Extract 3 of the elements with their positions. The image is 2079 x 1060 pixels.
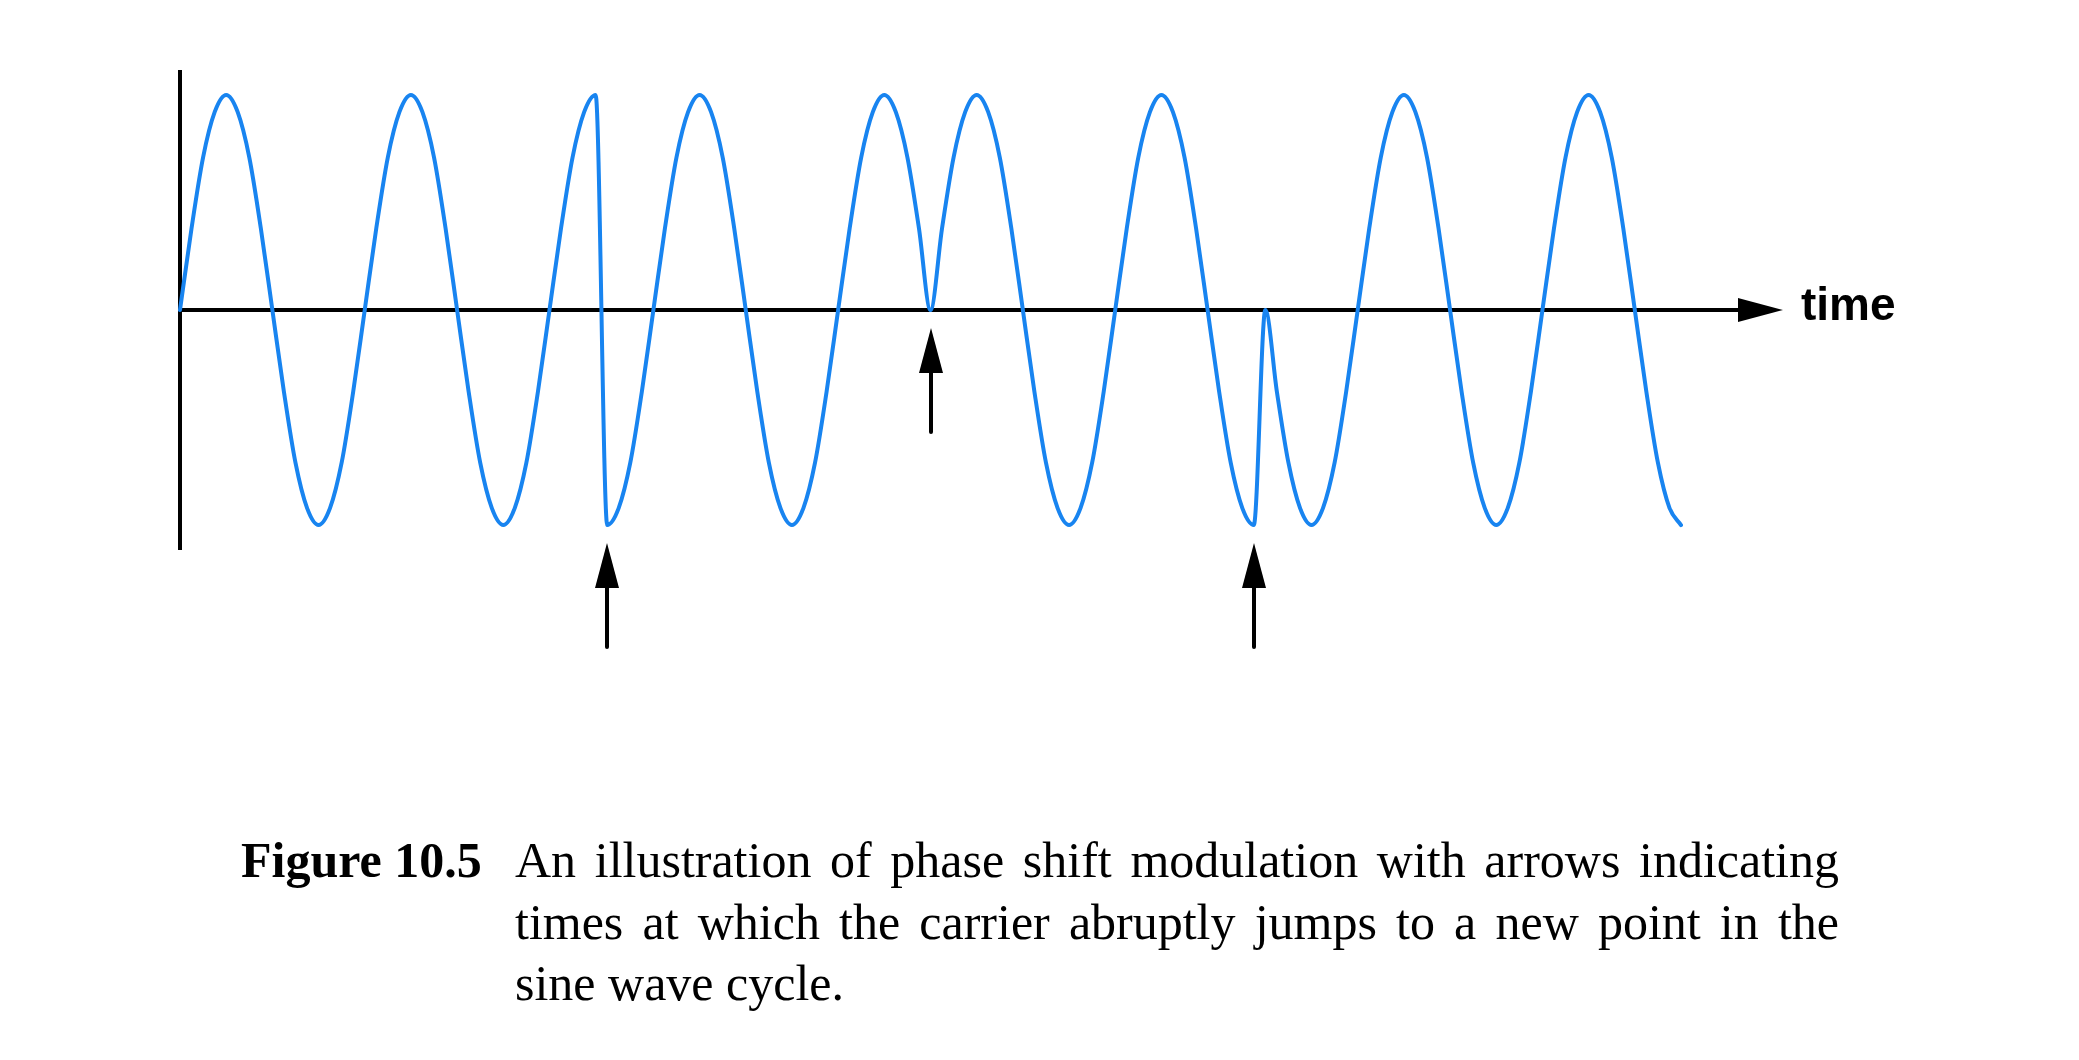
x-axis-title: time [1801, 277, 1896, 330]
text: An illustration of phase shift modulation with arrows indicating times at which the carrier abruptly jumps to a new point in the sine wave cycle. [515, 831, 1839, 1013]
caption: Figure 10.5 [241, 831, 482, 890]
